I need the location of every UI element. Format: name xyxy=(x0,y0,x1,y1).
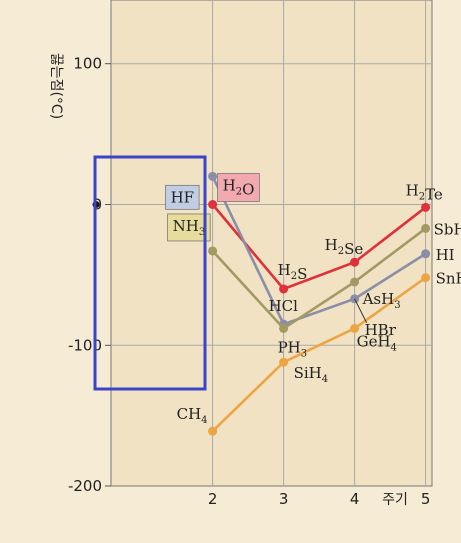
data-point xyxy=(421,273,431,283)
compound-label: H2S xyxy=(278,261,308,283)
data-point xyxy=(279,357,289,367)
compound-label: HCl xyxy=(269,297,299,315)
compound-label-text: HI xyxy=(436,246,455,264)
x-tick-labels: 2 3 4 5 xyxy=(208,490,431,508)
compound-label: H2O xyxy=(217,173,260,202)
series-line-1 xyxy=(211,175,427,326)
compound-label-text: H2Te xyxy=(406,181,443,203)
compound-label: H2Se xyxy=(325,236,364,258)
data-point xyxy=(350,277,360,287)
data-point xyxy=(421,249,431,259)
label-leader-line xyxy=(354,298,368,324)
x-tick-label: 5 xyxy=(421,490,431,508)
compound-label-text: HCl xyxy=(269,297,299,315)
compound-label-text: H2Se xyxy=(325,236,364,258)
series-line-0 xyxy=(211,203,427,291)
compound-label: GeH4 xyxy=(357,332,397,353)
x-tick-label: 2 xyxy=(208,490,218,508)
data-point xyxy=(208,426,218,436)
data-point xyxy=(279,323,289,333)
compound-label: CH4 xyxy=(177,405,208,426)
data-point xyxy=(208,246,218,256)
compound-label-text: SnH4 xyxy=(436,270,461,291)
compound-label-text: HBr xyxy=(365,321,397,339)
compound-label-text: SbH3 xyxy=(434,220,461,241)
series-lines xyxy=(208,171,431,436)
data-point xyxy=(208,171,218,181)
compound-label: PH3 xyxy=(278,338,308,359)
data-point xyxy=(279,284,289,294)
highlight-box xyxy=(93,155,207,391)
compound-label: H2Te xyxy=(406,181,443,203)
data-point xyxy=(421,223,431,233)
compound-label-box xyxy=(167,213,211,242)
plot-area xyxy=(110,0,433,487)
compound-label-text: SiH4 xyxy=(294,364,329,385)
compound-label-text: GeH4 xyxy=(357,332,397,353)
y-tick-labels: 1000-100-200 xyxy=(68,55,111,495)
compound-label: HBr xyxy=(365,321,397,339)
compound-label: SbH3 xyxy=(434,220,461,241)
y-tick-label: -200 xyxy=(68,477,102,495)
compound-label-text: PH3 xyxy=(278,338,308,359)
compound-label-text: HF xyxy=(171,188,195,206)
compound-label-box xyxy=(217,173,260,202)
y-axis-title: 끓는점(°C) xyxy=(48,53,64,119)
compound-label-text: H2O xyxy=(223,177,255,199)
data-point xyxy=(350,323,360,333)
x-axis-title: 주기 xyxy=(382,492,408,508)
compound-label-text: NH3 xyxy=(173,217,206,238)
compound-label-text: CH4 xyxy=(177,405,208,426)
series-line-2 xyxy=(211,227,427,331)
data-point xyxy=(350,257,360,267)
compound-label: SiH4 xyxy=(294,364,329,385)
compound-label: HF xyxy=(165,184,200,210)
data-point xyxy=(421,202,431,212)
compound-label-box xyxy=(165,184,200,210)
compound-label: NH3 xyxy=(167,213,211,242)
compound-label: AsH3 xyxy=(362,290,401,311)
x-tick-label: 4 xyxy=(350,490,360,508)
compound-label-text: H2S xyxy=(278,261,308,283)
y-tick-label: 100 xyxy=(73,55,102,73)
compound-label: SnH4 xyxy=(436,270,461,291)
compound-labels: H2O H2S H2Se H2Te HF HCl HBr HI NH3 PH3 AsH3 SbH3 CH… xyxy=(165,173,461,426)
series-line-3 xyxy=(211,276,427,433)
x-tick-label: 3 xyxy=(279,490,289,508)
gridlines xyxy=(111,0,432,486)
compound-label-text: AsH3 xyxy=(362,290,401,311)
y-tick-label: -100 xyxy=(68,336,102,354)
data-point xyxy=(208,200,218,209)
compound-label: HI xyxy=(436,246,455,264)
